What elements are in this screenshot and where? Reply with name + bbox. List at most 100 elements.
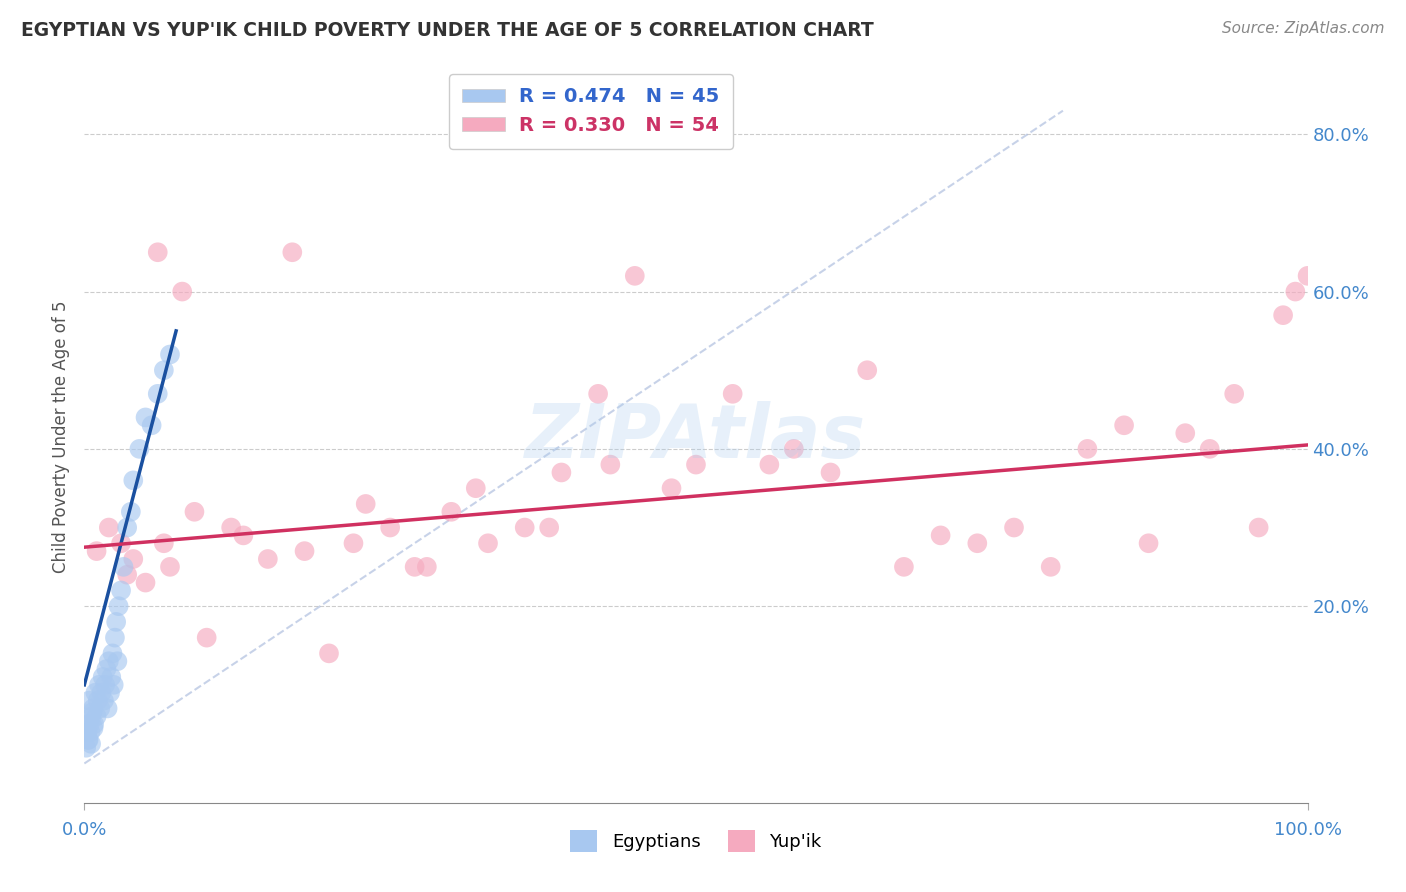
Point: [440, 505, 463, 519]
Point: [929, 528, 952, 542]
Legend: Egyptians, Yup'ik: Egyptians, Yup'ik: [564, 823, 828, 860]
Point: [464, 481, 486, 495]
Point: [685, 458, 707, 472]
Point: [404, 559, 426, 574]
Point: [93, 693, 115, 707]
Point: [90, 686, 112, 700]
Point: [96, 662, 118, 676]
Point: [135, 410, 157, 425]
Point: [112, 559, 135, 574]
Point: [232, 528, 254, 542]
Point: [966, 536, 988, 550]
Point: [79, 725, 101, 739]
Point: [100, 670, 122, 684]
Point: [80, 709, 103, 723]
Point: [84, 686, 107, 700]
Point: [75, 740, 97, 755]
Point: [1198, 442, 1220, 456]
Text: EGYPTIAN VS YUP'IK CHILD POVERTY UNDER THE AGE OF 5 CORRELATION CHART: EGYPTIAN VS YUP'IK CHILD POVERTY UNDER T…: [21, 21, 875, 39]
Point: [159, 347, 181, 361]
Point: [1076, 442, 1098, 456]
Point: [105, 615, 128, 629]
Point: [153, 536, 176, 550]
Point: [91, 670, 114, 684]
Point: [122, 552, 145, 566]
Point: [513, 520, 536, 534]
Point: [758, 458, 780, 472]
Point: [550, 466, 572, 480]
Point: [77, 693, 100, 707]
Point: [97, 701, 120, 715]
Point: [115, 520, 138, 534]
Text: ZIPAtlas: ZIPAtlas: [526, 401, 866, 474]
Point: [342, 536, 364, 550]
Point: [1039, 559, 1062, 574]
Point: [183, 505, 205, 519]
Point: [97, 520, 120, 534]
Point: [80, 737, 103, 751]
Point: [128, 442, 150, 456]
Point: [94, 678, 117, 692]
Y-axis label: Child Poverty Under the Age of 5: Child Poverty Under the Age of 5: [52, 301, 70, 574]
Point: [82, 701, 104, 715]
Point: [538, 520, 561, 534]
Point: [1223, 387, 1246, 401]
Point: [115, 567, 138, 582]
Point: [1284, 285, 1306, 299]
Point: [380, 520, 402, 534]
Point: [1296, 268, 1319, 283]
Point: [83, 721, 105, 735]
Point: [110, 536, 132, 550]
Point: [219, 520, 242, 534]
Point: [172, 285, 194, 299]
Point: [87, 678, 110, 692]
Point: [103, 678, 125, 692]
Point: [87, 693, 110, 707]
Point: [318, 646, 340, 660]
Point: [195, 631, 218, 645]
Point: [105, 654, 128, 668]
Point: [281, 245, 304, 260]
Point: [86, 709, 108, 723]
Point: [294, 544, 316, 558]
Point: [1137, 536, 1160, 550]
Point: [82, 706, 104, 720]
Point: [783, 442, 806, 456]
Point: [141, 418, 163, 433]
Point: [104, 631, 127, 645]
Point: [77, 732, 100, 747]
Point: [120, 505, 142, 519]
Point: [257, 552, 280, 566]
Point: [893, 559, 915, 574]
Point: [661, 481, 683, 495]
Point: [146, 387, 169, 401]
Point: [159, 559, 181, 574]
Point: [86, 544, 108, 558]
Point: [1114, 418, 1136, 433]
Point: [856, 363, 879, 377]
Point: [624, 268, 647, 283]
Point: [107, 599, 129, 614]
Point: [1002, 520, 1025, 534]
Point: [586, 387, 609, 401]
Point: [77, 732, 100, 747]
Point: [354, 497, 377, 511]
Point: [599, 458, 621, 472]
Point: [820, 466, 842, 480]
Point: [76, 717, 98, 731]
Point: [83, 717, 105, 731]
Point: [98, 686, 121, 700]
Point: [477, 536, 499, 550]
Point: [79, 717, 101, 731]
Point: [1272, 308, 1295, 322]
Point: [153, 363, 176, 377]
Point: [146, 245, 169, 260]
Point: [122, 473, 145, 487]
Point: [721, 387, 744, 401]
Point: [110, 583, 132, 598]
Point: [1174, 426, 1197, 441]
Point: [97, 654, 120, 668]
Point: [1247, 520, 1270, 534]
Point: [135, 575, 157, 590]
Point: [101, 646, 124, 660]
